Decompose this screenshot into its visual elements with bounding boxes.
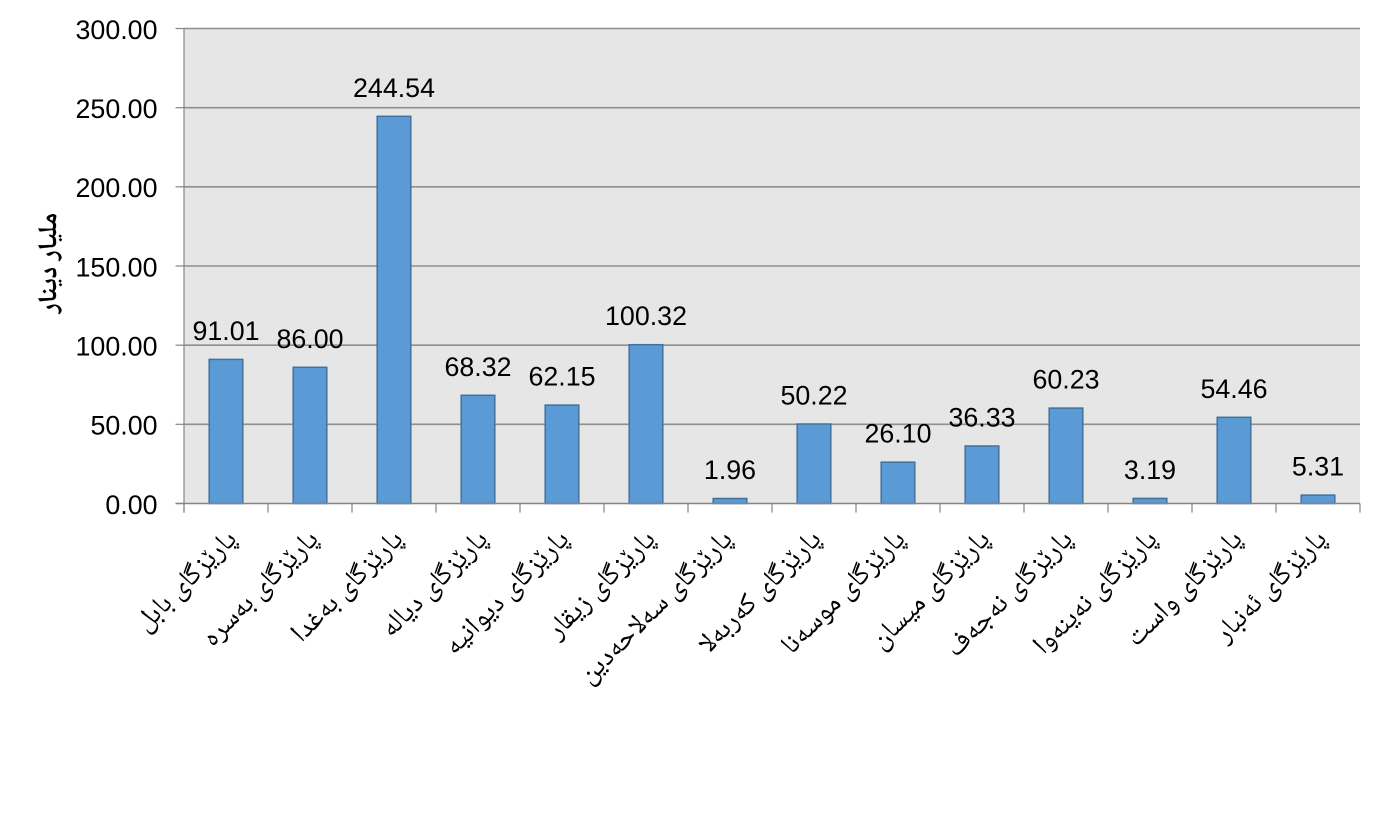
svg-text:26.10: 26.10 [864, 419, 931, 449]
svg-text:200.00: 200.00 [76, 173, 158, 203]
svg-text:62.15: 62.15 [528, 362, 595, 392]
svg-text:1.96: 1.96 [704, 455, 756, 485]
svg-text:300.00: 300.00 [76, 15, 158, 45]
svg-text:244.54: 244.54 [353, 73, 435, 103]
svg-text:50.22: 50.22 [780, 381, 847, 411]
svg-text:3.19: 3.19 [1124, 455, 1176, 485]
svg-text:68.32: 68.32 [444, 352, 511, 382]
svg-text:100.00: 100.00 [76, 332, 158, 362]
svg-text:36.33: 36.33 [948, 403, 1015, 433]
svg-text:0.00: 0.00 [105, 490, 157, 520]
svg-text:91.01: 91.01 [192, 316, 259, 346]
svg-text:100.32: 100.32 [605, 301, 687, 331]
svg-text:250.00: 250.00 [76, 94, 158, 124]
svg-text:5.31: 5.31 [1292, 452, 1344, 482]
svg-text:60.23: 60.23 [1032, 365, 1099, 395]
svg-text:150.00: 150.00 [76, 252, 158, 282]
svg-text:86.00: 86.00 [276, 324, 343, 354]
svg-text:50.00: 50.00 [90, 411, 157, 441]
svg-text:54.46: 54.46 [1200, 374, 1267, 404]
